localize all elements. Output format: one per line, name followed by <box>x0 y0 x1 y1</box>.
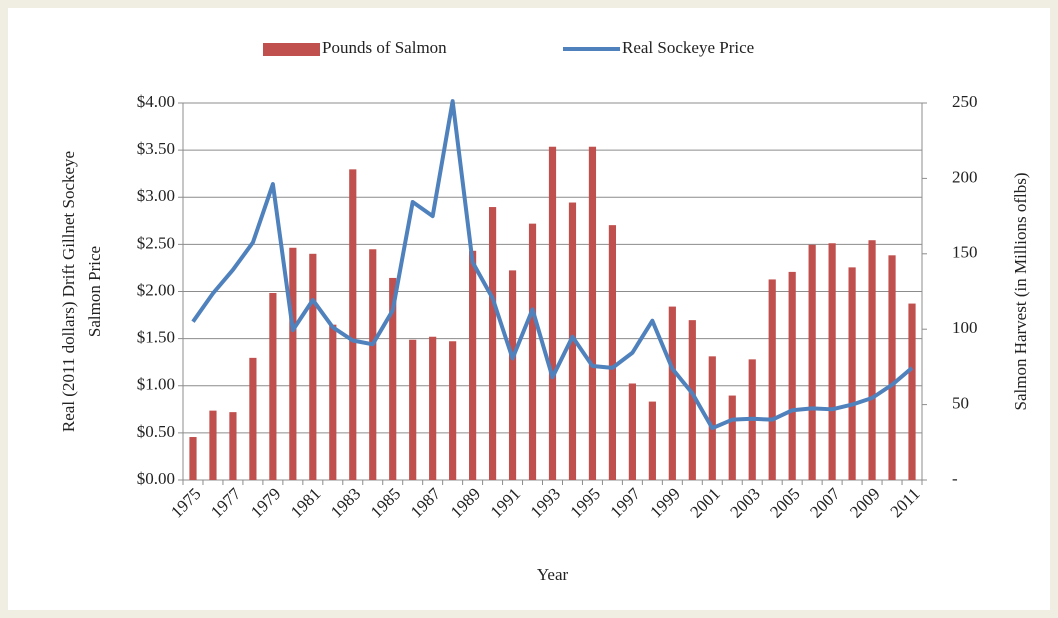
y-tick-label: $0.00 <box>137 469 175 488</box>
y-tick-label: $1.00 <box>137 375 175 394</box>
legend-label: Real Sockeye Price <box>622 38 754 57</box>
bar <box>688 320 696 480</box>
bar <box>469 250 477 480</box>
bar <box>588 146 597 480</box>
y2-tick-label: 200 <box>952 167 978 186</box>
bar <box>249 357 257 480</box>
y-tick-label: $4.00 <box>137 92 175 111</box>
y-tick-label: $3.00 <box>137 186 175 205</box>
bar <box>389 277 397 480</box>
bar <box>628 383 636 480</box>
legend-swatch <box>263 43 320 56</box>
bar <box>229 412 237 480</box>
bar <box>349 169 357 481</box>
bar <box>548 146 557 480</box>
bar <box>488 207 497 480</box>
bar <box>668 306 676 480</box>
y-tick-label: $2.50 <box>137 233 175 252</box>
bar <box>728 395 736 480</box>
bar <box>608 225 617 480</box>
bar <box>788 271 796 480</box>
bar <box>189 437 197 480</box>
bar <box>429 336 437 480</box>
y2-axis-title: Salmon Harvest (in Millions oflbs) <box>1011 173 1030 411</box>
bar <box>508 270 517 480</box>
bar <box>329 324 337 480</box>
bar <box>808 244 816 480</box>
legend-label: Pounds of Salmon <box>322 38 447 57</box>
y-axis-title: Real (2011 dollars) Drift Gillnet Sockey… <box>59 151 78 432</box>
bar <box>409 339 417 480</box>
bar <box>908 303 916 480</box>
bar <box>269 293 277 480</box>
bar <box>708 356 716 480</box>
line <box>191 99 914 431</box>
y-tick-label: $2.00 <box>137 280 175 299</box>
bar <box>209 410 217 480</box>
bar <box>828 243 836 480</box>
bar <box>289 247 297 480</box>
y-tick-label: $3.50 <box>137 139 175 158</box>
bar <box>648 401 656 480</box>
bar <box>449 341 457 480</box>
x-axis-title: Year <box>537 565 569 584</box>
bar <box>868 240 876 480</box>
y2-tick-label: 150 <box>952 243 978 262</box>
y2-tick-label: 250 <box>952 92 978 111</box>
bar <box>848 267 856 480</box>
bar <box>888 255 896 480</box>
bar <box>768 279 776 480</box>
y2-tick-label: 50 <box>952 394 969 413</box>
y2-tick-label: 100 <box>952 318 978 337</box>
y2-tick-label: - <box>952 469 958 488</box>
bar <box>528 223 537 480</box>
bar <box>309 253 317 480</box>
y-tick-label: $0.50 <box>137 422 175 441</box>
bar <box>369 249 377 480</box>
y-axis-title: Salmon Price <box>85 246 104 337</box>
y-tick-label: $1.50 <box>137 328 175 347</box>
